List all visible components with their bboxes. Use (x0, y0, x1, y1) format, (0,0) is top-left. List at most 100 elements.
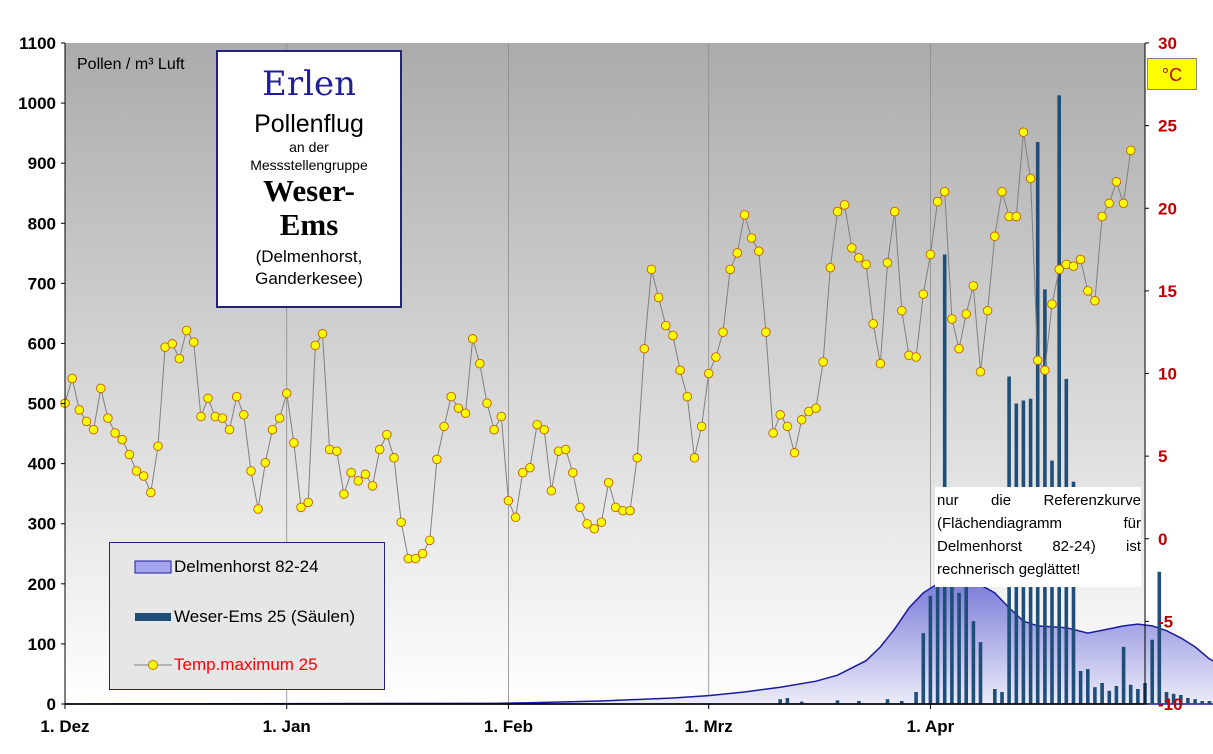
temp-point (975, 367, 986, 377)
temp-point (425, 535, 435, 546)
temp-point (539, 424, 549, 435)
right-tick-label: 10 (1158, 365, 1177, 384)
title-species: Erlen (262, 64, 356, 104)
left-tick-label: 400 (28, 455, 56, 474)
temp-point (1011, 211, 1022, 222)
x-tick-label: 1. Apr (907, 717, 955, 736)
temp-point (775, 410, 785, 420)
temp-point (889, 206, 900, 217)
temp-point (138, 471, 149, 481)
right-tick-label: 15 (1158, 282, 1177, 301)
title-region-2: Ems (279, 207, 339, 242)
temp-point (231, 391, 242, 402)
temp-point (525, 462, 535, 473)
temp-point (847, 243, 857, 253)
right-tick-label: -5 (1158, 612, 1173, 631)
temp-point (346, 467, 356, 478)
title-box: Erlen Pollenflug an der Messstellengrupp… (216, 50, 402, 308)
temp-point (1125, 145, 1136, 156)
temp-point (1068, 261, 1079, 271)
temp-point (67, 373, 77, 384)
left-tick-label: 800 (28, 214, 56, 233)
temp-point (360, 469, 371, 480)
pollen-bar (1121, 646, 1126, 704)
temp-point (646, 264, 657, 275)
legend-label-bars: Weser-Ems 25 (Säulen) (174, 607, 356, 626)
temp-point (1075, 254, 1086, 265)
temp-point (782, 421, 793, 432)
temp-point (432, 454, 442, 465)
x-tick-label: 1. Mrz (685, 717, 733, 736)
temp-point (453, 403, 464, 413)
temp-point (703, 368, 714, 379)
right-tick-label: -10 (1158, 695, 1183, 714)
temp-point (761, 327, 771, 337)
temp-point (367, 481, 378, 491)
temp-point (918, 289, 929, 299)
temp-point (417, 548, 428, 559)
left-tick-label: 1100 (19, 34, 56, 53)
pollen-bar (957, 592, 961, 704)
pollen-bar (900, 701, 904, 704)
temp-point (124, 449, 135, 460)
temp-point (110, 428, 120, 438)
temp-point (560, 444, 571, 455)
temp-point (925, 249, 936, 260)
temp-point (954, 343, 964, 354)
temp-point (725, 264, 735, 275)
legend-label-area: Delmenhorst 82-24 (174, 557, 319, 576)
temp-point (739, 210, 750, 220)
temp-point (911, 352, 921, 362)
x-axis-ticks: 1. Dez 1. Jan 1. Feb 1. Mrz 1. Apr (40, 704, 955, 736)
temp-point (131, 466, 142, 476)
pollen-bar (857, 701, 861, 704)
legend: Delmenhorst 82-24 Weser-Ems 25 (Säulen) … (109, 542, 385, 690)
left-tick-label: 500 (28, 395, 56, 414)
temp-point (475, 358, 485, 369)
pollen-bar (1057, 95, 1061, 705)
pollen-bar (1150, 639, 1154, 704)
temp-point (1018, 127, 1029, 137)
right-tick-label: 30 (1158, 34, 1177, 53)
temp-point (818, 357, 828, 367)
temp-point (460, 408, 471, 418)
temp-point (746, 233, 757, 243)
x-tick-label: 1. Dez (40, 717, 89, 736)
pollen-bar (914, 692, 918, 704)
pollen-bar (1093, 687, 1097, 704)
temp-point (296, 502, 306, 513)
pollen-bar (1171, 693, 1176, 704)
temp-point (117, 434, 127, 445)
temp-point (1097, 211, 1107, 222)
pollen-bar (928, 595, 933, 704)
left-tick-label: 700 (28, 274, 56, 293)
temp-point (639, 343, 650, 354)
temp-point (653, 292, 664, 303)
temp-point (517, 467, 528, 478)
pollen-bar (1100, 683, 1104, 704)
temp-point (754, 246, 764, 256)
temp-point (96, 383, 106, 394)
legend-item-temp: Temp.maximum 25 (134, 655, 318, 675)
temp-point (81, 416, 92, 427)
temp-point (1040, 365, 1050, 375)
temp-point (303, 497, 313, 508)
temp-point (861, 259, 871, 270)
temp-point (1104, 198, 1114, 209)
temp-point (396, 517, 406, 527)
pollen-bar (799, 701, 804, 704)
temp-point (875, 358, 886, 369)
temp-point (339, 489, 349, 499)
temp-point (625, 505, 635, 516)
pollen-bar (971, 621, 976, 704)
pollen-bar (1114, 686, 1119, 704)
pollen-bar (1207, 701, 1212, 704)
temp-point (446, 391, 456, 402)
temp-point (153, 441, 163, 451)
left-tick-label: 1000 (18, 94, 56, 113)
legend-item-area: Delmenhorst 82-24 (134, 557, 319, 577)
temp-point (696, 421, 707, 432)
pollen-bar (1164, 692, 1169, 704)
temp-point (832, 206, 843, 217)
temp-point (897, 305, 907, 316)
